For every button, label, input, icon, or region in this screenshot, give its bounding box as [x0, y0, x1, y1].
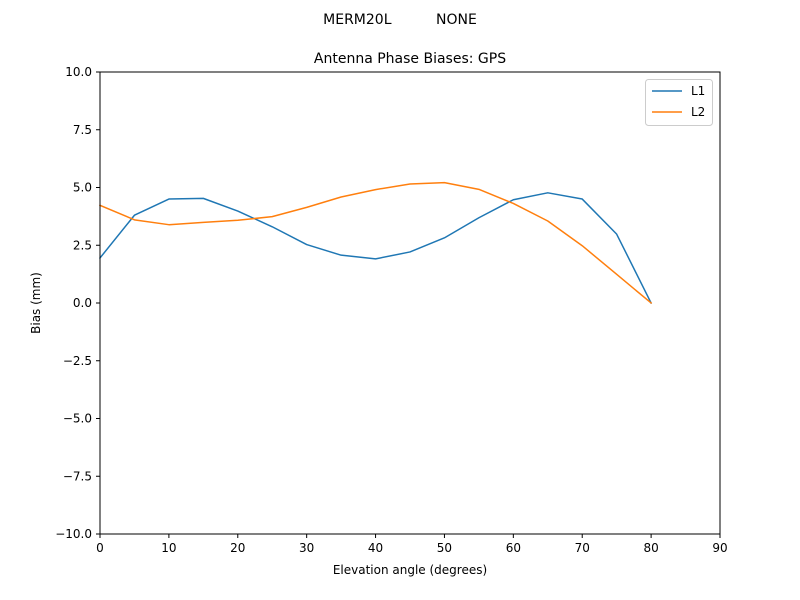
y-tick-label: −5.0 [63, 412, 92, 426]
x-axis-label: Elevation angle (degrees) [333, 563, 487, 577]
x-tick-label: 10 [161, 541, 176, 555]
y-tick-label: 2.5 [73, 238, 92, 252]
plot-area [100, 72, 720, 534]
legend-label-l2: L2 [691, 105, 705, 119]
y-tick-label: −10.0 [55, 527, 92, 541]
series-line-l1 [98, 192, 653, 305]
x-tick-label: 30 [299, 541, 314, 555]
y-tick-label: 10.0 [65, 65, 92, 79]
chart-title: Antenna Phase Biases: GPS [314, 51, 506, 67]
x-tick-label: 50 [437, 541, 452, 555]
series-line-l2 [99, 181, 653, 305]
x-tick-label: 20 [230, 541, 245, 555]
x-tick-label: 40 [368, 541, 383, 555]
y-tick-label: −2.5 [63, 354, 92, 368]
y-tick-label: 0.0 [73, 296, 92, 310]
y-tick-label: 7.5 [73, 123, 92, 137]
axes-background [100, 72, 720, 534]
x-axis: 0 10 20 30 40 50 60 70 80 90 [96, 534, 728, 555]
y-tick-label: 5.0 [73, 181, 92, 195]
x-tick-label: 80 [643, 541, 658, 555]
y-axis: −10.0 −7.5 −5.0 −2.5 0.0 2.5 5.0 7.5 10.0 [55, 65, 100, 541]
legend: L1 L2 [645, 79, 713, 126]
figure-suptitle: MERM20L NONE [323, 12, 477, 28]
x-tick-label: 70 [575, 541, 590, 555]
legend-label-l1: L1 [691, 84, 705, 98]
series-layer [98, 181, 653, 305]
y-axis-label: Bias (mm) [29, 272, 43, 334]
y-tick-label: −7.5 [63, 469, 92, 483]
x-tick-label: 90 [712, 541, 727, 555]
x-tick-label: 60 [506, 541, 521, 555]
x-tick-label: 0 [96, 541, 104, 555]
